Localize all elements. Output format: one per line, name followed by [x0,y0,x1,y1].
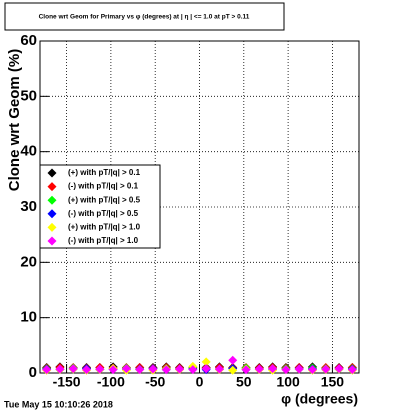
legend-marker [47,222,57,232]
data-point [281,365,291,375]
chart-title: Clone wrt Geom for Primary vs φ (degrees… [39,14,250,21]
data-point [241,365,251,375]
legend-label: (+) with pT/|q| > 0.1 [68,168,141,177]
legend-box [39,164,161,249]
x-tick-label: 100 [276,374,300,390]
data-point [161,365,171,375]
y-tick-label: 20 [20,253,37,270]
y-tick-label: 10 [20,309,37,326]
data-point [55,364,65,374]
data-point [82,365,92,375]
legend-marker [47,182,57,192]
data-point [254,364,264,374]
legend-label: (-) with pT/|q| > 0.1 [68,182,139,191]
data-point [347,365,357,375]
data-point [228,355,238,365]
y-tick-label: 0 [29,364,37,381]
data-point [42,365,52,375]
x-tick-label: -150 [53,374,81,390]
data-point [148,364,158,374]
y-tick-label: 30 [20,198,37,215]
timestamp: Tue May 15 10:10:26 2018 [4,399,113,409]
x-tick-label: 0 [196,374,204,390]
data-point [175,364,185,374]
data-point [334,364,344,374]
data-point [214,364,224,374]
data-point [201,357,211,367]
y-axis-label: Clone wrt Geom (%) [6,49,23,192]
x-tick-label: 50 [236,374,252,390]
x-tick-label: -50 [145,374,165,390]
data-point [108,365,118,375]
data-point [68,364,78,374]
data-point [95,364,105,374]
data-point [307,365,317,375]
y-tick-label: 40 [20,143,37,160]
legend-marker [47,209,57,219]
data-point [135,365,145,375]
legend-marker [47,236,57,246]
data-point [294,364,304,374]
data-point [188,365,198,375]
x-tick-label: 150 [321,374,345,390]
y-tick-label: 60 [20,32,37,49]
data-point [268,364,278,374]
legend-label: (+) with pT/|q| > 1.0 [68,223,141,232]
legend-marker [47,168,57,178]
legend-label: (+) with pT/|q| > 0.5 [68,195,141,204]
x-tick-label: -100 [97,374,125,390]
y-tick-label: 50 [20,87,37,104]
legend-label: (-) with pT/|q| > 1.0 [68,236,139,245]
legend-label: (-) with pT/|q| > 0.5 [68,209,139,218]
data-point [228,365,238,375]
data-point [121,364,131,374]
title-box [4,2,285,31]
x-axis-label: φ (degrees) [281,391,358,407]
data-point [201,364,211,374]
legend-marker [47,195,57,205]
data-point [321,364,331,374]
